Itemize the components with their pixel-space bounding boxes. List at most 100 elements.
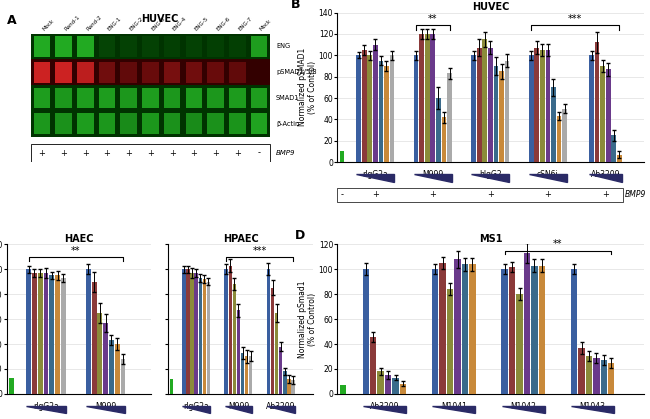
- Bar: [115, 344, 120, 394]
- Bar: [283, 371, 287, 394]
- Text: M1043: M1043: [580, 402, 606, 411]
- Bar: [493, 66, 499, 162]
- Bar: [61, 278, 66, 394]
- Polygon shape: [471, 174, 510, 181]
- Text: A: A: [6, 14, 16, 27]
- Text: cSN6j: cSN6j: [537, 170, 559, 179]
- Bar: [251, 88, 267, 108]
- Text: β-Actin: β-Actin: [276, 121, 299, 127]
- Bar: [55, 36, 72, 57]
- Text: M1042: M1042: [510, 402, 536, 411]
- Text: **: **: [553, 239, 563, 249]
- Bar: [207, 282, 210, 394]
- Bar: [186, 114, 202, 134]
- Bar: [524, 253, 530, 394]
- Text: ENG-7: ENG-7: [237, 16, 253, 32]
- Text: +: +: [60, 149, 67, 158]
- Text: M999: M999: [95, 402, 116, 411]
- Bar: [120, 62, 137, 83]
- Text: BMP9: BMP9: [625, 191, 645, 199]
- Bar: [373, 44, 378, 162]
- Bar: [186, 62, 202, 83]
- Bar: [441, 117, 447, 162]
- Bar: [237, 310, 240, 394]
- Bar: [229, 36, 246, 57]
- Bar: [34, 88, 50, 108]
- Bar: [271, 288, 274, 394]
- Bar: [454, 259, 461, 394]
- Bar: [229, 114, 246, 134]
- Text: ENG-1: ENG-1: [107, 16, 123, 32]
- Polygon shape: [414, 174, 452, 181]
- Bar: [207, 88, 224, 108]
- Bar: [516, 294, 523, 394]
- Polygon shape: [356, 174, 395, 181]
- Polygon shape: [225, 406, 252, 413]
- Bar: [31, 144, 270, 162]
- Text: Rand-1: Rand-1: [64, 15, 81, 32]
- Text: +: +: [38, 149, 46, 158]
- Bar: [34, 114, 50, 134]
- Text: ENG-6: ENG-6: [216, 16, 231, 32]
- Bar: [287, 379, 291, 394]
- Text: +: +: [212, 149, 219, 158]
- Polygon shape: [363, 406, 406, 413]
- Bar: [447, 73, 452, 162]
- Bar: [32, 273, 37, 394]
- Text: rIgG2a: rIgG2a: [183, 402, 209, 411]
- Text: D: D: [294, 229, 305, 242]
- Bar: [92, 282, 97, 394]
- Bar: [617, 155, 622, 162]
- Bar: [120, 88, 137, 108]
- Title: HAEC: HAEC: [64, 233, 94, 243]
- Text: Ab3209: Ab3209: [370, 402, 399, 411]
- Text: -: -: [341, 191, 343, 199]
- Bar: [120, 359, 125, 394]
- Bar: [31, 85, 270, 111]
- Bar: [389, 55, 395, 162]
- Bar: [55, 275, 60, 394]
- Bar: [501, 269, 508, 394]
- Bar: [38, 273, 43, 394]
- Bar: [439, 263, 446, 394]
- Bar: [612, 135, 616, 162]
- Polygon shape: [571, 406, 614, 413]
- Bar: [77, 36, 94, 57]
- Bar: [86, 269, 91, 394]
- Bar: [186, 88, 202, 108]
- Bar: [432, 269, 438, 394]
- Bar: [207, 36, 224, 57]
- Text: +: +: [82, 149, 89, 158]
- Bar: [77, 62, 94, 83]
- Bar: [99, 114, 115, 134]
- Bar: [229, 62, 246, 83]
- Bar: [384, 66, 389, 162]
- Text: Rand-2: Rand-2: [85, 15, 103, 32]
- Y-axis label: Normalized pSMAD1
(% of Control): Normalized pSMAD1 (% of Control): [298, 48, 317, 127]
- Text: BMP9: BMP9: [276, 150, 296, 156]
- Text: Mock: Mock: [42, 18, 55, 32]
- Bar: [164, 36, 181, 57]
- Bar: [186, 36, 202, 57]
- Bar: [31, 34, 270, 59]
- Bar: [504, 61, 510, 162]
- Bar: [170, 379, 174, 394]
- Bar: [337, 188, 623, 202]
- Text: +: +: [169, 149, 176, 158]
- Bar: [241, 353, 244, 394]
- Bar: [436, 98, 441, 162]
- Bar: [229, 88, 246, 108]
- Bar: [99, 88, 115, 108]
- Bar: [414, 55, 419, 162]
- Bar: [488, 48, 493, 162]
- Text: SMAD1: SMAD1: [276, 95, 300, 101]
- Bar: [44, 273, 49, 394]
- Bar: [266, 269, 270, 394]
- Bar: [207, 114, 224, 134]
- Text: +: +: [372, 191, 379, 199]
- Bar: [571, 269, 577, 394]
- Bar: [245, 357, 248, 394]
- Text: +: +: [103, 149, 111, 158]
- Bar: [199, 278, 202, 394]
- Bar: [370, 336, 376, 394]
